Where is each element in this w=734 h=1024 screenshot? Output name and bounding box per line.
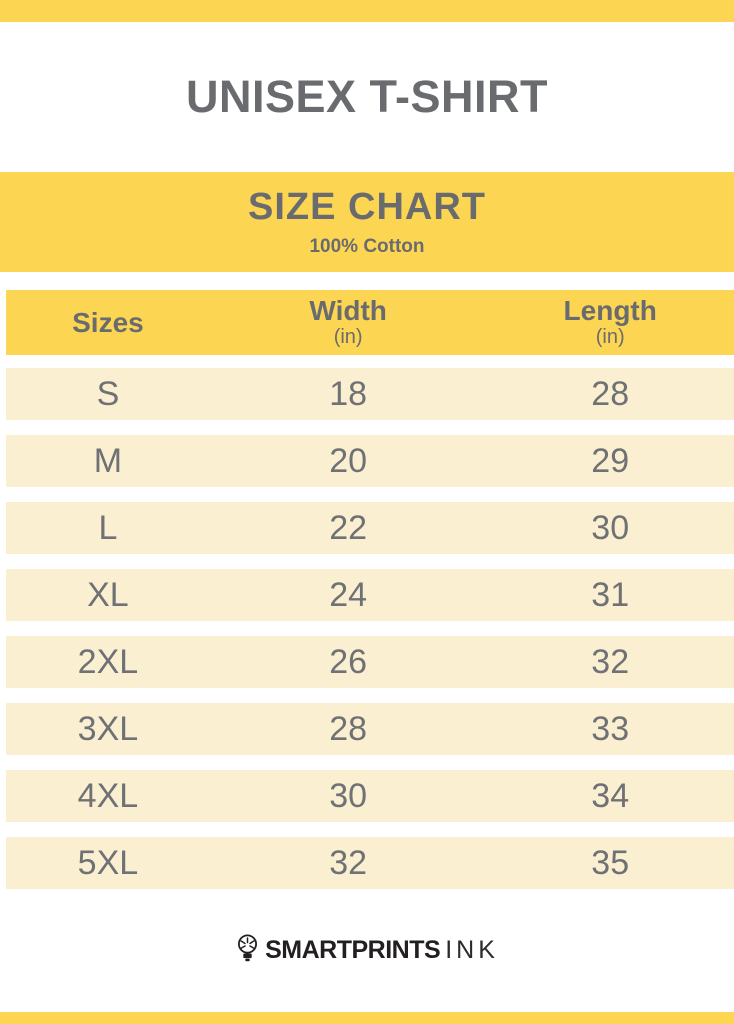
table-row-l: L 22 30: [6, 502, 734, 554]
table-row-5xl: 5XL 32 35: [6, 837, 734, 889]
length-cell: 31: [591, 575, 630, 614]
table-row-2xl: 2XL 26 32: [6, 636, 734, 688]
banner-subtitle: 100% Cotton: [309, 236, 425, 257]
size-cell: 3XL: [77, 709, 139, 748]
length-cell: 34: [591, 776, 630, 815]
table-row-m: M 20 29: [6, 435, 734, 487]
page-title: UNISEX T-SHIRT: [185, 71, 549, 122]
width-cell: 30: [329, 776, 368, 815]
table-row-3xl: 3XL 28 33: [6, 703, 734, 755]
brand-logo: SMARTPRINTS INK: [235, 931, 499, 970]
length-cell: 30: [591, 508, 630, 547]
brand-name-light: INK: [445, 936, 499, 964]
width-cell: 26: [329, 642, 368, 681]
column-header-width: Width (in): [210, 290, 487, 355]
title-section: UNISEX T-SHIRT: [0, 22, 734, 172]
width-cell: 22: [329, 508, 368, 547]
footer: SMARTPRINTS INK: [0, 889, 734, 1012]
column-label: Width: [309, 295, 387, 326]
length-cell: 35: [591, 843, 630, 882]
lightbulb-icon: [235, 933, 260, 970]
table-row-4xl: 4XL 30 34: [6, 770, 734, 822]
column-label: Sizes: [72, 306, 144, 338]
size-cell: 2XL: [77, 642, 139, 681]
top-accent-bar: [0, 0, 734, 22]
column-label: Length: [563, 295, 657, 326]
length-cell: 28: [591, 374, 630, 413]
table-header-row: Sizes Width (in) Length (in): [6, 290, 734, 355]
width-cell: 18: [329, 374, 368, 413]
size-chart-banner: SIZE CHART 100% Cotton: [0, 172, 734, 272]
size-cell: M: [93, 441, 123, 480]
width-cell: 20: [329, 441, 368, 480]
width-cell: 28: [329, 709, 368, 748]
table-row-xl: XL 24 31: [6, 569, 734, 621]
column-header-length: Length (in): [486, 290, 734, 355]
width-cell: 32: [329, 843, 368, 882]
size-table: Sizes Width (in) Length (in) S 18 28 M 2…: [0, 290, 734, 889]
brand-name-bold: SMARTPRINTS: [265, 936, 441, 964]
size-cell: 5XL: [77, 843, 139, 882]
column-unit: (in): [333, 326, 363, 348]
size-cell: XL: [87, 575, 129, 614]
bottom-accent-bar: [0, 1012, 734, 1024]
width-cell: 24: [329, 575, 368, 614]
length-cell: 29: [591, 441, 630, 480]
size-cell: L: [98, 508, 118, 547]
banner-title: SIZE CHART: [248, 186, 486, 228]
column-header-sizes: Sizes: [6, 290, 210, 355]
length-cell: 32: [591, 642, 630, 681]
size-cell: 4XL: [77, 776, 139, 815]
column-unit: (in): [595, 326, 625, 348]
length-cell: 33: [591, 709, 630, 748]
table-row-s: S 18 28: [6, 368, 734, 420]
size-cell: S: [96, 374, 120, 413]
